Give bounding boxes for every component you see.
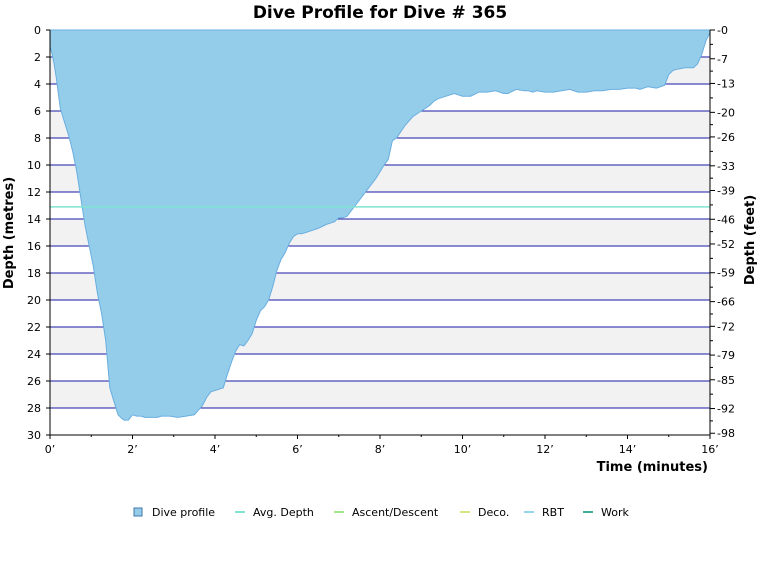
y-tick-label: 30 bbox=[27, 429, 41, 442]
x-axis-title: Time (minutes) bbox=[597, 460, 708, 475]
legend-label: Avg. Depth bbox=[253, 506, 314, 519]
x-tick-label: 12’ bbox=[536, 443, 554, 456]
x-axis-ticks: 0’ 2’ 4’ 6’ 8’ 10’ 12’ 14’ 16’ bbox=[45, 435, 719, 456]
dive-profile-area bbox=[49, 29, 711, 421]
y-tick-label: 18 bbox=[27, 267, 41, 280]
y2-tick-label: -26 bbox=[717, 131, 735, 144]
y2-tick-label: -46 bbox=[717, 213, 735, 226]
y2-tick-label: -52 bbox=[717, 238, 735, 251]
x-tick-label: 4’ bbox=[210, 443, 221, 456]
legend-label: RBT bbox=[542, 506, 564, 519]
x-tick-label: 16’ bbox=[701, 443, 719, 456]
x-tick-label: 8’ bbox=[375, 443, 386, 456]
y-axis-title: Depth (metres) bbox=[2, 177, 17, 289]
x-tick-label: 10’ bbox=[454, 443, 472, 456]
y2-axis-title: Depth (feet) bbox=[743, 195, 758, 285]
x-tick-label: 2’ bbox=[127, 443, 138, 456]
y2-tick-label: -39 bbox=[717, 185, 735, 198]
y2-tick-label: -0 bbox=[717, 24, 728, 37]
y-tick-label: 28 bbox=[27, 402, 41, 415]
y-tick-label: 24 bbox=[27, 348, 41, 361]
y2-tick-label: -7 bbox=[717, 53, 728, 66]
y-tick-label: 6 bbox=[34, 105, 41, 118]
y-tick-label: 2 bbox=[34, 51, 41, 64]
legend-label: Dive profile bbox=[152, 506, 215, 519]
y-tick-label: 20 bbox=[27, 294, 41, 307]
y2-axis-ticks: -0 -7 -13 -20 -26 -33 -39 -46 -52 -59 -66 -72 -79 -85… bbox=[710, 24, 735, 440]
x-tick-label: 0’ bbox=[45, 443, 56, 456]
y2-tick-label: -20 bbox=[717, 106, 735, 119]
dive-profile-area-layer bbox=[49, 29, 711, 421]
y-tick-label: 12 bbox=[27, 186, 41, 199]
y-tick-label: 8 bbox=[34, 132, 41, 145]
legend-label: Ascent/Descent bbox=[352, 506, 439, 519]
y-tick-label: 22 bbox=[27, 321, 41, 334]
y2-tick-label: -85 bbox=[717, 374, 735, 387]
y2-tick-label: -59 bbox=[717, 267, 735, 280]
legend-label: Deco. bbox=[478, 506, 509, 519]
y-tick-label: 14 bbox=[27, 213, 41, 226]
legend: Dive profile Avg. Depth Ascent/Descent Deco… bbox=[133, 506, 629, 519]
x-tick-label: 14’ bbox=[619, 443, 637, 456]
y-tick-label: 4 bbox=[34, 78, 41, 91]
y2-tick-label: -33 bbox=[717, 160, 735, 173]
y-tick-label: 10 bbox=[27, 159, 41, 172]
y-tick-label: 16 bbox=[27, 240, 41, 253]
y2-tick-label: -13 bbox=[717, 77, 735, 90]
y-tick-label: 26 bbox=[27, 375, 41, 388]
y2-tick-label: -66 bbox=[717, 296, 735, 309]
legend-label: Work bbox=[601, 506, 629, 519]
x-tick-label: 6’ bbox=[292, 443, 303, 456]
y2-tick-label: -72 bbox=[717, 320, 735, 333]
y2-tick-label: -79 bbox=[717, 349, 735, 362]
y2-tick-label: -98 bbox=[717, 427, 735, 440]
y2-tick-label: -92 bbox=[717, 403, 735, 416]
legend-swatch-dive-profile bbox=[133, 507, 143, 517]
y-tick-label: 0 bbox=[34, 24, 41, 37]
chart-title: Dive Profile for Dive # 365 bbox=[253, 3, 507, 23]
